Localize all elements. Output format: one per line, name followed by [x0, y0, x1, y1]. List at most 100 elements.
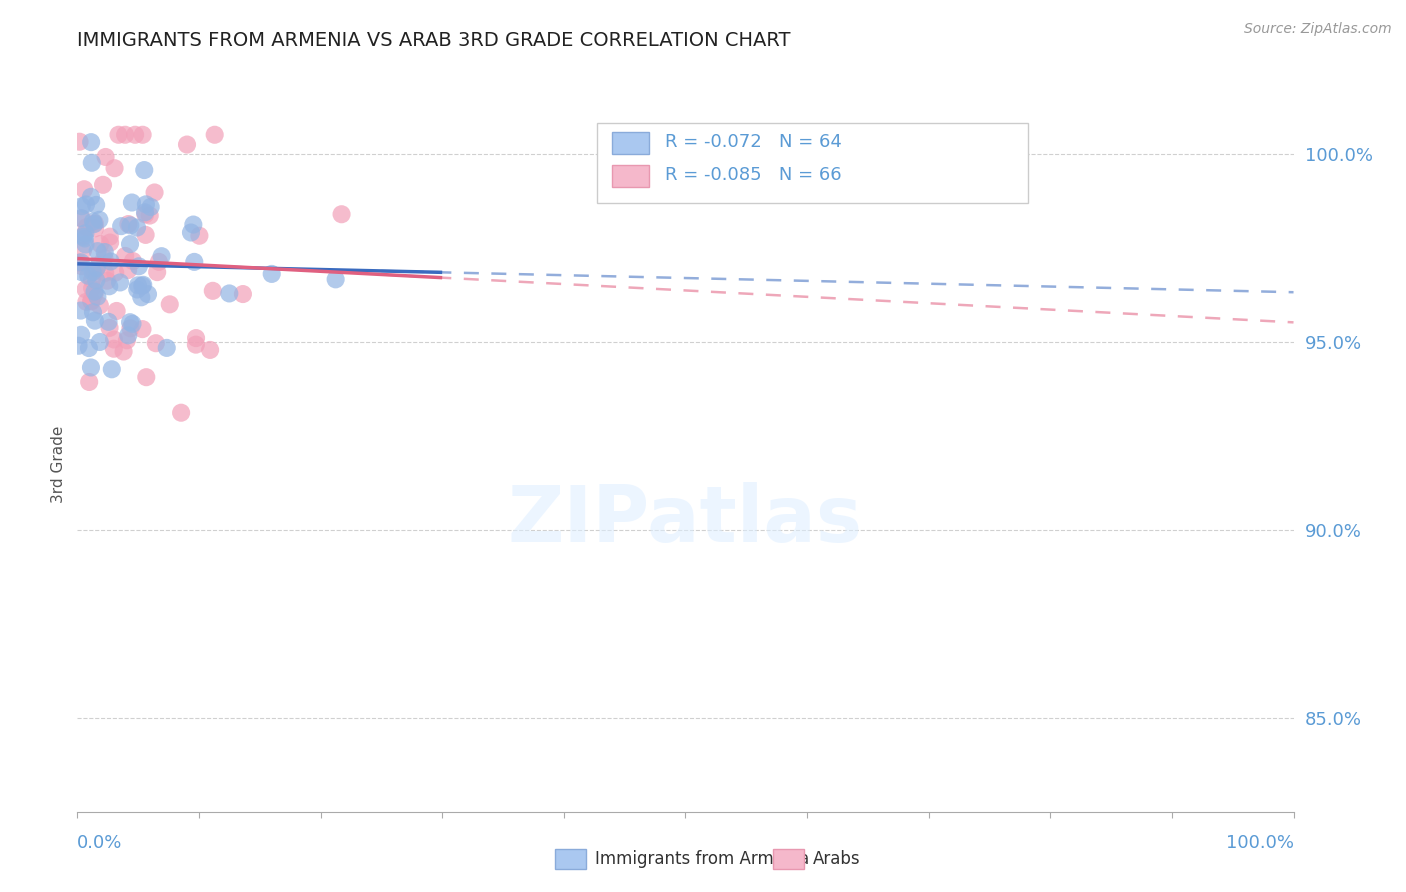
- Point: [121, 195, 143, 210]
- Point: [70, 265, 93, 279]
- Point: [143, 186, 166, 200]
- Point: [124, 128, 146, 142]
- Point: [96, 274, 118, 288]
- Y-axis label: 3rd Grade: 3rd Grade: [51, 425, 66, 502]
- Point: [84, 221, 107, 235]
- Point: [77, 268, 100, 283]
- Point: [135, 197, 157, 211]
- Point: [159, 297, 181, 311]
- Point: [121, 317, 143, 331]
- Point: [127, 283, 149, 297]
- Point: [87, 258, 110, 272]
- Text: Immigrants from Armenia: Immigrants from Armenia: [595, 850, 808, 868]
- Point: [75, 282, 97, 296]
- Point: [131, 278, 153, 293]
- Point: [115, 333, 138, 347]
- Point: [82, 265, 104, 279]
- Point: [84, 198, 107, 212]
- Point: [180, 226, 202, 240]
- Point: [201, 284, 224, 298]
- Point: [80, 155, 103, 169]
- Point: [72, 244, 94, 258]
- Point: [232, 287, 254, 301]
- Point: [260, 267, 283, 281]
- Point: [98, 321, 121, 335]
- Point: [184, 331, 207, 345]
- Point: [83, 216, 105, 230]
- Point: [83, 217, 105, 231]
- Point: [114, 128, 136, 142]
- Point: [89, 212, 111, 227]
- Point: [75, 237, 97, 252]
- Point: [122, 254, 145, 268]
- Point: [91, 178, 114, 192]
- Point: [89, 334, 111, 349]
- Point: [135, 227, 157, 242]
- Point: [86, 244, 108, 259]
- Point: [82, 214, 104, 228]
- Point: [75, 197, 97, 211]
- Point: [136, 287, 159, 301]
- Point: [67, 339, 90, 353]
- Point: [70, 211, 93, 226]
- Point: [218, 286, 240, 301]
- Point: [77, 341, 100, 355]
- Text: 0.0%: 0.0%: [77, 834, 122, 852]
- Point: [127, 278, 149, 293]
- Point: [83, 287, 105, 301]
- Point: [104, 266, 127, 280]
- Point: [75, 226, 97, 240]
- Point: [204, 128, 226, 142]
- Point: [76, 220, 98, 235]
- Point: [72, 228, 94, 243]
- Point: [75, 294, 97, 309]
- Point: [103, 333, 125, 347]
- Point: [131, 128, 153, 142]
- Point: [77, 375, 100, 389]
- Point: [80, 135, 103, 149]
- Point: [125, 220, 148, 235]
- Point: [134, 205, 156, 219]
- Point: [73, 182, 96, 196]
- Point: [86, 290, 108, 304]
- Point: [80, 190, 103, 204]
- Text: IMMIGRANTS FROM ARMENIA VS ARAB 3RD GRADE CORRELATION CHART: IMMIGRANTS FROM ARMENIA VS ARAB 3RD GRAD…: [77, 31, 790, 50]
- Point: [80, 273, 103, 287]
- FancyBboxPatch shape: [613, 132, 650, 154]
- Point: [128, 260, 150, 274]
- Point: [70, 259, 93, 273]
- Point: [107, 128, 129, 142]
- Point: [112, 344, 135, 359]
- Point: [98, 279, 121, 293]
- Point: [145, 336, 167, 351]
- Point: [184, 337, 207, 351]
- Point: [138, 209, 160, 223]
- Point: [84, 273, 107, 287]
- Point: [117, 217, 139, 231]
- Point: [72, 229, 94, 244]
- Point: [176, 137, 198, 152]
- Point: [69, 303, 91, 318]
- Point: [80, 360, 103, 375]
- Point: [156, 341, 179, 355]
- Text: ZIPatlas: ZIPatlas: [508, 482, 863, 558]
- Point: [120, 315, 142, 329]
- Point: [70, 199, 93, 213]
- Point: [82, 281, 104, 295]
- Point: [103, 342, 125, 356]
- FancyBboxPatch shape: [613, 165, 650, 187]
- Point: [132, 277, 155, 292]
- Point: [82, 305, 104, 319]
- Text: Arabs: Arabs: [813, 850, 860, 868]
- Point: [93, 251, 115, 265]
- Point: [73, 231, 96, 245]
- Text: R = -0.072   N = 64: R = -0.072 N = 64: [665, 134, 842, 152]
- Point: [70, 255, 93, 269]
- Point: [183, 255, 205, 269]
- Point: [80, 293, 103, 308]
- Point: [105, 304, 128, 318]
- Point: [188, 228, 211, 243]
- Point: [69, 135, 91, 149]
- Point: [97, 315, 120, 329]
- Point: [117, 328, 139, 343]
